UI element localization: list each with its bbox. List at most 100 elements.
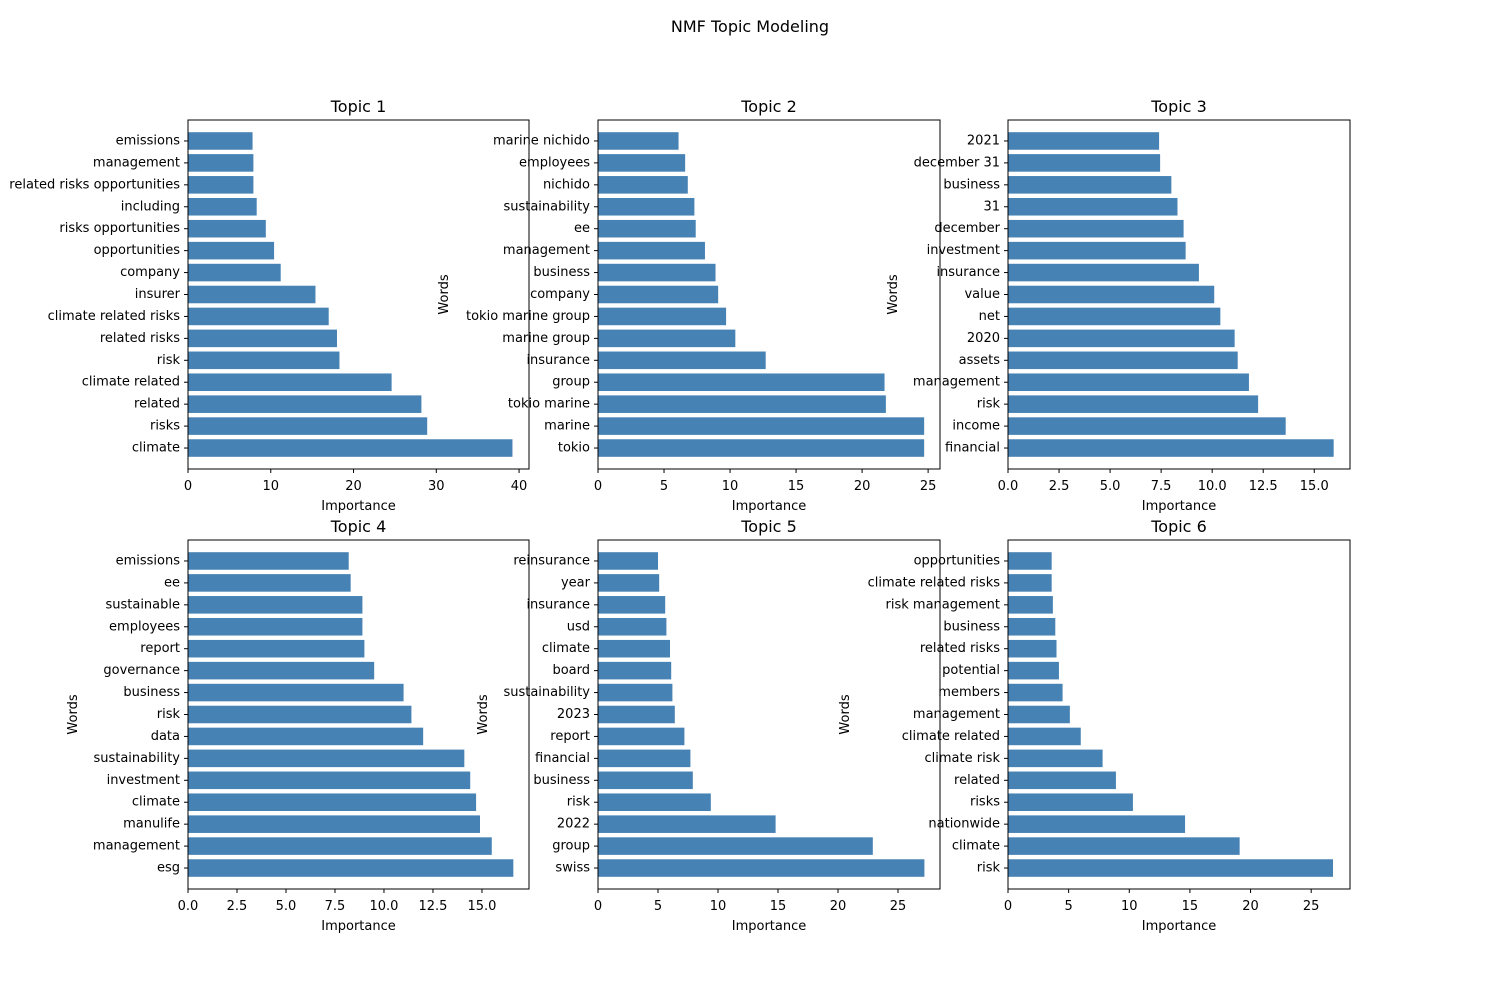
y-tick-label: related risks <box>920 641 1000 656</box>
bar <box>188 683 404 702</box>
bar <box>188 617 363 636</box>
bar <box>188 837 492 855</box>
x-tick-label: 20 <box>1242 899 1259 914</box>
y-tick-label: climate <box>132 441 180 456</box>
bar <box>598 176 688 194</box>
bar <box>188 727 424 746</box>
bar <box>598 395 886 413</box>
bar <box>598 439 925 457</box>
bar <box>1008 263 1199 282</box>
bar <box>188 329 337 348</box>
x-tick-label: 5 <box>654 899 662 914</box>
bar <box>188 574 351 592</box>
x-tick-label: 2.5 <box>1049 479 1070 494</box>
bar <box>1008 307 1221 326</box>
y-tick-label: group <box>552 839 590 854</box>
x-tick-label: 5.0 <box>276 899 297 914</box>
chart-panel-2: tokio marine tokio marine group insurance mar… <box>437 97 941 514</box>
bar <box>1008 285 1215 304</box>
y-tick-label: risk <box>567 795 591 810</box>
bar <box>1008 241 1186 260</box>
bar <box>598 574 660 592</box>
x-tick-label: 15.0 <box>467 899 496 914</box>
x-tick-label: 25 <box>890 899 907 914</box>
chart-title: Topic 1 <box>330 97 387 116</box>
bar <box>1008 439 1334 457</box>
plot-frame <box>597 119 941 470</box>
y-tick-label: business <box>533 265 590 280</box>
x-tick-label: 25 <box>1303 899 1320 914</box>
bar <box>598 771 693 790</box>
x-tick-label: 0 <box>594 479 602 494</box>
plot-frame <box>1007 539 1351 890</box>
x-tick-label: 12.5 <box>418 899 447 914</box>
y-tick-label: sustainability <box>503 685 590 700</box>
chart-title: Topic 3 <box>1150 97 1207 116</box>
x-tick-label: 2.5 <box>227 899 248 914</box>
bar <box>598 727 685 746</box>
bar <box>598 815 776 833</box>
y-tick-label: tokio marine <box>508 397 590 412</box>
y-tick-label: 31 <box>983 199 1000 214</box>
x-tick-label: 12.5 <box>1249 479 1278 494</box>
x-tick-label: 40 <box>511 479 528 494</box>
y-tick-label: investment <box>107 773 180 788</box>
bar <box>1008 132 1160 150</box>
bar <box>188 154 254 172</box>
bar <box>598 596 666 614</box>
y-tick-label: climate risk <box>925 751 1001 766</box>
y-tick-label: company <box>120 265 180 280</box>
x-axis-label: Importance <box>732 499 807 514</box>
x-tick-label: 0 <box>1004 899 1012 914</box>
x-tick-label: 20 <box>830 899 847 914</box>
bar <box>598 373 885 392</box>
bar <box>1008 705 1070 724</box>
bar <box>598 154 686 172</box>
y-tick-label: tokio <box>558 441 590 456</box>
bar <box>188 285 316 304</box>
y-tick-label: manulife <box>123 817 180 832</box>
bar <box>598 793 711 812</box>
plot-frame <box>597 539 941 890</box>
bar <box>188 351 340 370</box>
bar <box>188 859 514 877</box>
y-tick-label: management <box>913 707 1000 722</box>
y-tick-label: business <box>943 177 1000 192</box>
x-tick-label: 0.0 <box>998 479 1019 494</box>
bar <box>598 263 716 282</box>
chart-panel-5: swiss group 2022 risk business financial repor… <box>476 517 941 934</box>
bar <box>598 552 658 570</box>
y-tick-label: risk <box>157 353 181 368</box>
figure-title: NMF Topic Modeling <box>670 17 830 36</box>
y-tick-label: december 31 <box>914 155 1000 170</box>
y-tick-label: nichido <box>543 177 590 192</box>
y-tick-label: management <box>93 155 180 170</box>
y-tick-label: marine group <box>502 331 590 346</box>
y-tick-label: report <box>140 641 180 656</box>
bar <box>1008 683 1063 702</box>
y-tick-label: financial <box>535 751 590 766</box>
y-tick-label: related risks <box>100 331 180 346</box>
bar <box>1008 639 1057 658</box>
y-tick-label: insurance <box>526 353 590 368</box>
y-tick-label: ee <box>574 221 590 236</box>
y-tick-label: related risks opportunities <box>9 177 180 192</box>
x-tick-label: 5.0 <box>1100 479 1121 494</box>
y-tick-label: emissions <box>116 553 181 568</box>
bar <box>1008 771 1116 790</box>
bar <box>598 241 705 260</box>
bar <box>598 749 691 768</box>
y-tick-label: board <box>552 663 590 678</box>
bar <box>598 617 667 636</box>
x-tick-label: 30 <box>428 479 445 494</box>
bar <box>1008 552 1052 570</box>
y-tick-label: tokio marine group <box>466 309 590 324</box>
x-tick-label: 7.5 <box>325 899 346 914</box>
x-tick-label: 10 <box>722 479 739 494</box>
bar <box>1008 617 1056 636</box>
y-tick-label: financial <box>945 441 1000 456</box>
bar <box>188 661 375 680</box>
y-tick-label: insurance <box>526 597 590 612</box>
x-axis-label: Importance <box>732 919 807 934</box>
bar <box>1008 727 1081 746</box>
